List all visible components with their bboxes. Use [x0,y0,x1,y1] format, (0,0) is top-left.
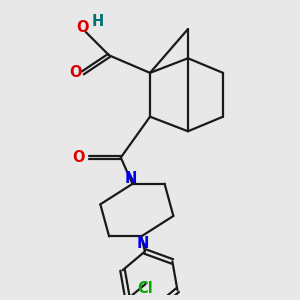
Text: O: O [72,150,85,165]
Text: Cl: Cl [138,281,153,296]
Text: O: O [69,65,82,80]
Text: H: H [91,14,104,29]
Text: O: O [76,20,89,35]
Text: N: N [125,170,137,185]
Text: N: N [136,236,149,251]
